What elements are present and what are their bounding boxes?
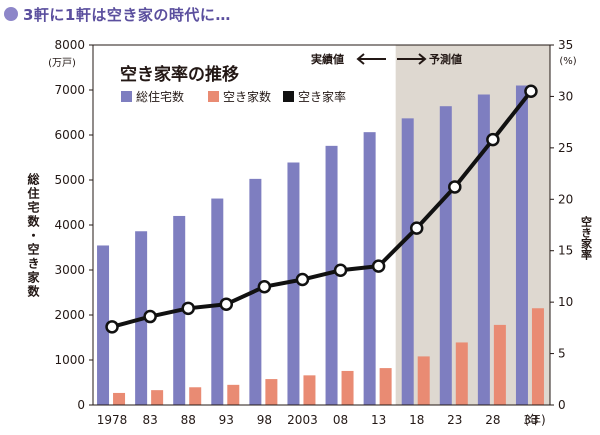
y-left-unit: (万戸) [48,57,76,69]
bar-vacant-houses [151,390,164,405]
x-tick-label: 08 [333,413,348,427]
x-tick-label: 1978 [97,413,128,427]
vacancy-rate-point [409,221,424,235]
y-left-tick-label: 2000 [54,308,85,322]
y-right-tick-label: 15 [558,244,573,258]
bar-total-houses [401,118,414,405]
x-tick-label: 93 [219,413,234,427]
bar-total-houses [325,145,338,405]
vacancy-rate-point [257,279,272,294]
chart-title: 空き家率の推移 [120,64,239,85]
arrow-right-icon [397,53,427,65]
x-tick-label: 28 [485,413,500,427]
vacancy-rate-point [371,259,386,273]
bar-total-houses [97,245,110,405]
vacancy-rate-point [219,297,234,311]
bar-vacant-houses [341,370,354,405]
arrow-left-icon [356,53,386,65]
vacancy-rate-point [295,272,310,287]
legend-label-vacancy-rate: 空き家率 [298,89,346,104]
legend-label-total-houses: 総住宅数 [136,89,184,104]
x-tick-label: 88 [181,413,196,427]
vacancy-rate-point [143,309,157,324]
legend: 総住宅数 空き家数 空き家率 [121,89,346,104]
forecast-label: 予測値 [429,52,462,66]
legend-swatch-vacant-houses [208,91,219,102]
x-tick-label: 33 [523,413,538,427]
y-left-tick-label: 7000 [54,83,85,97]
legend-swatch-vacancy-rate [283,91,294,102]
bar-total-houses [439,106,452,405]
bar-vacant-houses [531,308,544,405]
x-tick-label: 13 [371,413,386,427]
bar-vacant-houses [493,324,506,405]
bullet-dot-icon [4,7,18,21]
vacancy-rate-point [486,132,500,147]
vacancy-rate-point [181,301,195,316]
bar-vacant-houses [379,368,392,405]
y-left-tick-label: 0 [77,398,85,412]
y-right-tick-label: 35 [558,38,573,52]
y-left-tick-label: 8000 [54,38,85,52]
x-tick-label: 98 [257,413,272,427]
y-left-axis-label: 総住宅数・空き家数 [26,172,40,299]
vacancy-rate-point [105,320,119,334]
bar-vacant-houses [265,379,278,405]
vacancy-rate-point [448,180,462,194]
y-right-tick-label: 20 [558,192,573,206]
bar-vacant-houses [417,356,430,405]
x-unit: (年) [524,413,545,427]
header: 3軒に1軒は空き家の時代に… [4,2,231,26]
vacancy-rate-point [524,84,538,99]
legend-label-vacant-houses: 空き家数 [223,89,271,104]
legend-swatch-total-houses [121,91,132,102]
y-left-tick-label: 6000 [54,128,85,142]
bar-total-houses [287,162,300,405]
bar-vacant-houses [303,375,316,405]
y-right-axis-label: 空き家率 [580,215,593,261]
y-right-tick-label: 5 [558,347,566,361]
x-tick-label: 83 [142,413,157,427]
y-right-tick-label: 0 [558,398,566,412]
bar-vacant-houses [113,392,126,405]
y-left-tick-label: 4000 [54,218,85,232]
bar-total-houses [477,94,490,405]
y-right-unit: (%) [559,56,576,67]
y-right-tick-label: 10 [558,295,573,309]
bar-vacant-houses [455,342,468,405]
y-left-tick-label: 3000 [54,263,85,277]
bar-total-houses [211,198,224,405]
y-left-tick-label: 1000 [54,353,85,367]
y-right-tick-label: 25 [558,141,573,155]
y-left-tick-label: 5000 [54,173,85,187]
phase-labels: 実績値 予測値 [311,52,462,66]
bar-vacant-houses [189,387,202,405]
actual-label: 実績値 [311,52,344,66]
page-title: 3軒に1軒は空き家の時代に… [23,5,231,24]
x-tick-label: 18 [409,413,424,427]
vacancy-rate-point [333,263,348,278]
y-right-tick-label: 30 [558,89,573,103]
x-tick-label: 2003 [287,413,318,427]
bar-vacant-houses [227,384,240,405]
bar-total-houses [515,85,528,405]
x-tick-label: 23 [447,413,462,427]
